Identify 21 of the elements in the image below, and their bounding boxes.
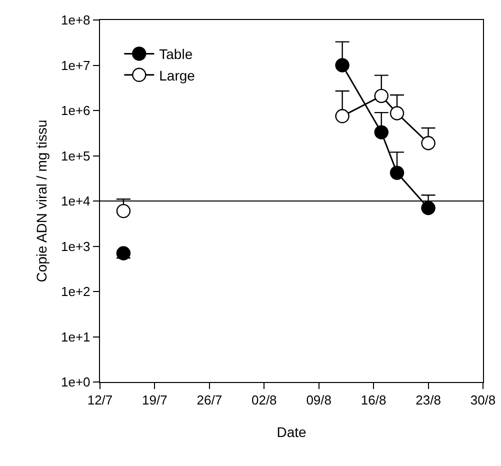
- y-tick-label: 1e+5: [61, 148, 90, 164]
- x-tick-label: 19/7: [142, 392, 168, 408]
- x-tick-label: 23/8: [416, 392, 441, 408]
- y-tick-label: 1e+6: [61, 103, 90, 118]
- x-tick-label: 26/7: [196, 392, 222, 408]
- y-tick-label: 1e+1: [61, 329, 90, 344]
- y-axis-title: Copie ADN viral / mg tissu: [34, 120, 50, 282]
- y-tick-label: 1e+8: [61, 12, 90, 28]
- legend-label: Table: [159, 46, 193, 62]
- x-tick-label: 09/8: [306, 392, 332, 408]
- y-tick-label: 1e+7: [61, 58, 90, 73]
- x-tick-label: 02/8: [251, 392, 277, 408]
- x-tick-label: 30/8: [470, 392, 496, 408]
- x-tick-label: 16/8: [360, 392, 386, 408]
- x-tick-label: 12/7: [87, 392, 113, 408]
- x-axis-title: Date: [276, 424, 306, 440]
- legend-label: Large: [159, 67, 196, 84]
- y-tick-label: 1e+4: [61, 194, 90, 209]
- y-tick-label: 1e+3: [61, 238, 90, 254]
- y-tick-label: 1e+0: [61, 374, 90, 390]
- y-tick-label: 1e+2: [61, 284, 90, 300]
